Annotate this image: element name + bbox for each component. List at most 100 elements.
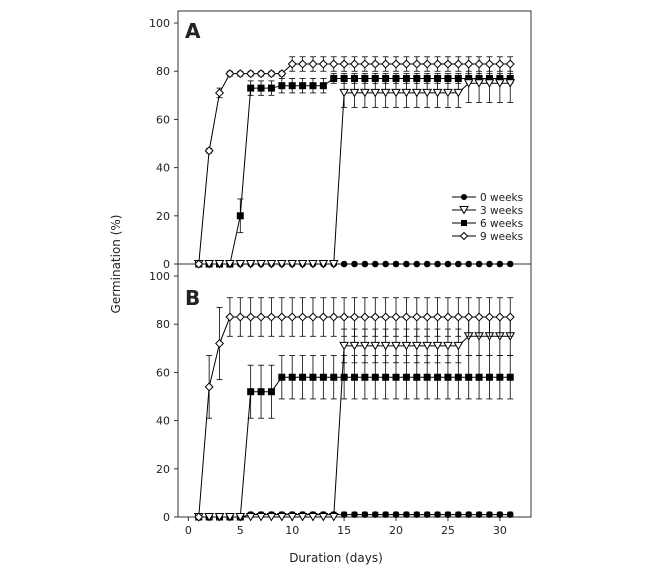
data-point-9-weeks (433, 312, 443, 322)
data-point-9-weeks (381, 59, 391, 69)
data-point-0-weeks (382, 511, 389, 518)
data-point-9-weeks (412, 59, 422, 69)
data-point-3-weeks (328, 513, 339, 522)
data-point-0-weeks (403, 511, 410, 518)
data-point-3-weeks (391, 88, 401, 98)
data-point-9-weeks (505, 312, 515, 322)
legend: 0 weeks 3 weeks 6 weeks 9 weeks (452, 192, 523, 243)
data-point-6-weeks (444, 373, 452, 381)
data-point-3-weeks (204, 513, 215, 522)
data-point-3-weeks (287, 513, 298, 522)
data-point-3-weeks (339, 341, 349, 351)
data-point-3-weeks (391, 341, 401, 351)
data-point-3-weeks (339, 88, 349, 98)
data-point-9-weeks (495, 312, 505, 322)
x-tick-label: 25 (441, 524, 455, 537)
data-point-6-weeks (299, 373, 307, 381)
data-point-3-weeks (214, 260, 225, 269)
data-point-9-weeks (443, 59, 453, 69)
data-point-6-weeks (413, 373, 421, 381)
data-point-0-weeks (465, 511, 473, 518)
legend-marker-square (461, 220, 467, 226)
data-point-9-weeks (401, 312, 411, 322)
data-point-9-weeks (298, 59, 308, 69)
data-point-9-weeks (464, 59, 474, 69)
data-point-3-weeks (370, 341, 381, 351)
data-point-6-weeks (454, 373, 462, 381)
data-point-0-weeks (413, 260, 421, 268)
data-point-6-weeks (288, 82, 296, 90)
data-point-9-weeks (308, 312, 318, 322)
data-point-0-weeks (423, 260, 431, 268)
legend-item-0-weeks: 0 weeks (452, 192, 523, 204)
data-point-6-weeks (236, 212, 244, 220)
data-point-6-weeks (382, 373, 390, 381)
data-point-3-weeks (360, 88, 370, 98)
data-point-9-weeks (266, 312, 276, 322)
legend-marker-triangle (459, 206, 469, 215)
data-point-9-weeks (215, 339, 225, 349)
data-point-0-weeks (506, 511, 514, 518)
data-point-6-weeks (361, 373, 369, 381)
data-point-9-weeks (453, 59, 463, 69)
data-point-9-weeks (412, 312, 422, 322)
data-point-3-weeks (297, 260, 308, 269)
data-point-9-weeks (495, 59, 505, 69)
x-tick-label: 15 (337, 524, 351, 537)
data-point-9-weeks (339, 59, 349, 69)
data-point-0-weeks (361, 511, 369, 518)
data-point-0-weeks (496, 511, 504, 518)
data-point-3-weeks (245, 513, 256, 522)
data-point-0-weeks (434, 511, 441, 518)
panel-b-label: B (185, 286, 200, 310)
data-point-9-weeks (339, 312, 349, 322)
data-point-3-weeks (276, 513, 287, 522)
data-point-0-weeks (413, 511, 421, 518)
data-point-9-weeks (194, 512, 204, 522)
x-tick-label: 10 (285, 524, 299, 537)
data-point-6-weeks (257, 84, 265, 92)
data-point-3-weeks (411, 341, 422, 351)
data-point-6-weeks (278, 373, 286, 381)
data-point-9-weeks (256, 69, 266, 79)
data-point-0-weeks (403, 260, 410, 268)
data-point-9-weeks (391, 312, 401, 322)
series-9-weeks (194, 56, 515, 269)
data-point-6-weeks (309, 82, 317, 90)
data-point-3-weeks (474, 79, 484, 88)
data-point-9-weeks (401, 59, 411, 69)
data-point-0-weeks (361, 260, 369, 268)
data-point-3-weeks (266, 260, 277, 269)
data-point-9-weeks (381, 312, 391, 322)
data-point-3-weeks (276, 260, 287, 269)
data-point-6-weeks (267, 84, 275, 92)
data-point-0-weeks (506, 260, 514, 268)
data-point-0-weeks (496, 260, 504, 268)
data-point-9-weeks (235, 69, 245, 79)
data-point-3-weeks (214, 513, 225, 522)
panel-b-series (193, 297, 516, 522)
data-point-9-weeks (225, 69, 235, 79)
data-point-0-weeks (371, 260, 379, 268)
legend-item-6-weeks: 6 weeks (452, 218, 523, 230)
data-point-3-weeks (308, 260, 318, 269)
data-point-9-weeks (246, 312, 256, 322)
data-point-3-weeks (204, 260, 215, 269)
data-point-0-weeks (444, 511, 452, 518)
y-tick-label: 60 (156, 113, 170, 126)
x-tick-label: 5 (237, 524, 244, 537)
data-point-3-weeks (256, 260, 266, 269)
data-point-6-weeks (247, 388, 255, 396)
data-point-0-weeks (475, 511, 483, 518)
data-point-9-weeks (422, 59, 432, 69)
data-point-6-weeks (330, 74, 338, 82)
panel-a-frame (177, 10, 532, 265)
data-point-3-weeks (225, 513, 235, 522)
data-point-0-weeks (455, 511, 462, 518)
data-point-3-weeks (443, 88, 453, 98)
data-point-6-weeks (496, 373, 504, 381)
data-point-3-weeks (328, 260, 339, 269)
data-point-6-weeks (351, 373, 358, 381)
